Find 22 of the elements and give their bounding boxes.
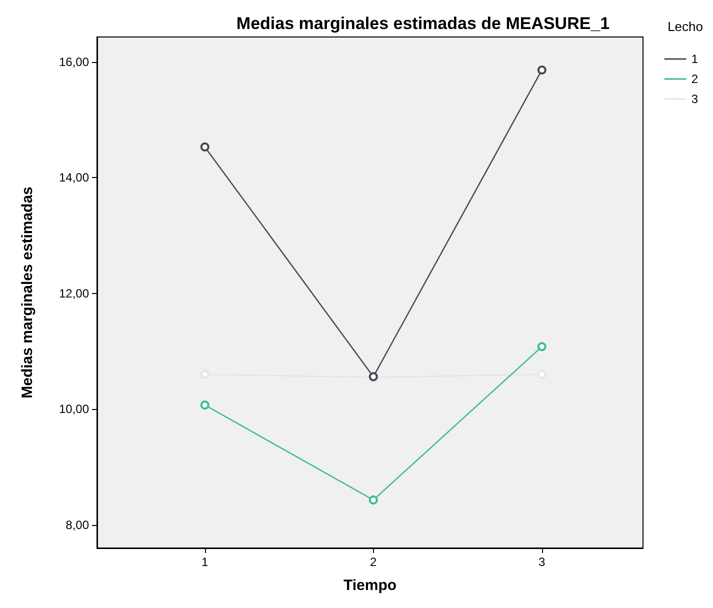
y-tick-label: 12,00 <box>58 286 90 300</box>
y-tick-label: 14,00 <box>58 170 90 185</box>
point <box>537 65 546 74</box>
legend-title: Lecho <box>668 19 703 34</box>
point <box>537 342 546 352</box>
y-tick-label: 16,00 <box>58 54 90 69</box>
point <box>368 495 378 504</box>
x-axis-title: Tiempo <box>343 577 397 594</box>
legend-label: 2 <box>691 72 698 86</box>
legend-label: 3 <box>691 92 698 106</box>
point <box>200 400 210 410</box>
legend-label: 1 <box>691 52 698 66</box>
y-axis-title: Medias marginales estimadas <box>19 186 36 398</box>
chart-title: Medias marginales estimadas de MEASURE_1 <box>236 14 610 33</box>
point <box>200 142 210 152</box>
x-tick-label: 2 <box>370 555 378 569</box>
y-tick-label: 8,00 <box>66 518 90 532</box>
point <box>200 370 210 379</box>
x-tick-label: 1 <box>202 555 209 569</box>
x-tick-label: 3 <box>538 555 546 569</box>
point <box>537 370 546 379</box>
y-tick-label: 10,00 <box>58 402 90 416</box>
